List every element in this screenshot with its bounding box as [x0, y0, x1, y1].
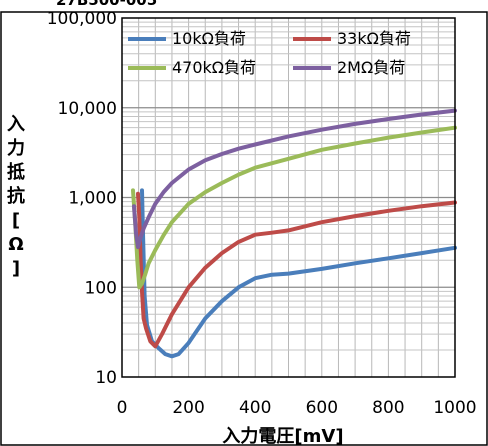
legend: 10kΩ負荷 33kΩ負荷 470kΩ負荷 2MΩ負荷	[128, 29, 411, 77]
series-lines	[131, 108, 457, 359]
x-tick-label: 0	[117, 398, 128, 418]
y-tick-label: 10,000	[58, 99, 117, 119]
x-axis-ticks: 0 200 400 600 800 1000	[117, 398, 477, 418]
y-axis-ticks: 10 100 1,000 10,000 100,000	[47, 9, 117, 388]
y-tick-label: 100	[85, 278, 117, 298]
legend-label-3: 470kΩ負荷	[172, 58, 256, 77]
x-axis-title: 入力電圧[mV]	[222, 426, 343, 446]
y-tick-label: 10	[95, 368, 117, 388]
plot-frame	[121, 17, 456, 378]
series-line-4	[132, 108, 457, 250]
legend-label-1: 10kΩ負荷	[172, 29, 246, 48]
y-axis-title-char: 入	[7, 114, 25, 135]
header-cut-text: 27B500-005	[56, 0, 157, 9]
chart-border	[0, 11, 488, 446]
y-axis-title-char: Ω	[8, 234, 23, 255]
x-tick-label: 400	[239, 398, 271, 418]
x-tick-label: 800	[372, 398, 404, 418]
series-line-2	[136, 191, 457, 349]
y-tick-label: 100,000	[47, 9, 117, 29]
series-line-3	[131, 125, 457, 290]
y-axis-title-char: ]	[12, 258, 20, 279]
legend-label-2: 33kΩ負荷	[337, 29, 411, 48]
x-tick-label: 600	[306, 398, 338, 418]
plot-grid	[122, 18, 455, 377]
x-tick-label: 200	[172, 398, 204, 418]
y-tick-label: 1,000	[68, 189, 117, 209]
x-tick-label: 1000	[433, 398, 476, 418]
y-axis-title-char: [	[12, 210, 20, 231]
y-axis-title-char: 抵	[7, 161, 25, 183]
y-axis-title-char: 力	[7, 138, 25, 159]
legend-label-4: 2MΩ負荷	[337, 58, 405, 77]
y-axis-title-char: 抗	[7, 185, 25, 207]
